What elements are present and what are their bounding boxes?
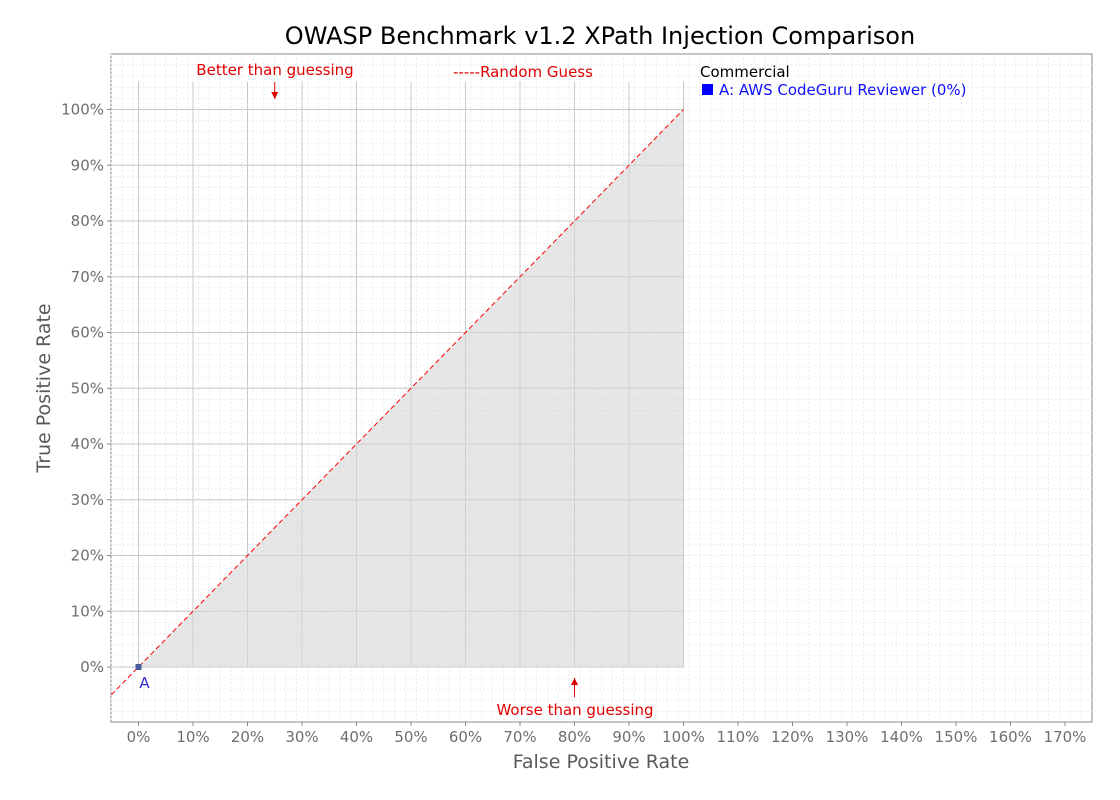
- legend-marker: [702, 84, 713, 95]
- x-tick-label: 40%: [340, 728, 373, 746]
- y-axis-title: True Positive Rate: [33, 303, 55, 473]
- legend-entry-label: A: AWS CodeGuru Reviewer (0%): [719, 81, 967, 99]
- x-tick-label: 80%: [558, 728, 591, 746]
- x-tick-label: 30%: [285, 728, 318, 746]
- x-tick-label: 0%: [127, 728, 151, 746]
- legend-group-heading: Commercial: [700, 63, 790, 81]
- better-arrow-head: [271, 92, 279, 99]
- x-tick-label: 100%: [662, 728, 705, 746]
- y-axis-ticks: 0% 10% 20% 30% 40% 50% 60% 70% 80% 90% 100%: [61, 101, 111, 676]
- worse-than-guessing-label: Worse than guessing: [496, 701, 653, 719]
- y-tick-label: 0%: [80, 658, 104, 676]
- y-tick-label: 20%: [71, 547, 104, 565]
- data-point-label: A: [139, 674, 150, 692]
- x-tick-label: 50%: [394, 728, 427, 746]
- x-tick-label: 60%: [449, 728, 482, 746]
- better-than-guessing-label: Better than guessing: [196, 61, 353, 79]
- random-guess-diagonal: [110, 109, 684, 696]
- chart-title: OWASP Benchmark v1.2 XPath Injection Com…: [285, 22, 915, 50]
- legend-random-guess: -----Random Guess: [453, 63, 593, 81]
- legend-entries: A: AWS CodeGuru Reviewer (0%): [702, 81, 967, 99]
- x-tick-label: 150%: [935, 728, 978, 746]
- x-tick-label: 90%: [612, 728, 645, 746]
- y-tick-label: 90%: [71, 156, 104, 174]
- x-tick-label: 70%: [503, 728, 536, 746]
- x-axis-title: False Positive Rate: [513, 751, 690, 773]
- x-tick-label: 20%: [231, 728, 264, 746]
- y-tick-label: 70%: [71, 268, 104, 286]
- data-points: A: [135, 664, 150, 692]
- x-tick-label: 160%: [989, 728, 1032, 746]
- data-point: [135, 664, 142, 670]
- y-tick-label: 60%: [71, 324, 104, 342]
- y-tick-label: 80%: [71, 212, 104, 230]
- x-tick-label: 170%: [1044, 728, 1087, 746]
- y-tick-label: 30%: [71, 491, 104, 509]
- x-tick-label: 110%: [717, 728, 760, 746]
- x-tick-label: 140%: [880, 728, 923, 746]
- better-than-guessing-arrow: [271, 82, 279, 99]
- y-tick-label: 50%: [71, 379, 104, 397]
- y-tick-label: 100%: [61, 101, 104, 119]
- x-tick-label: 10%: [176, 728, 209, 746]
- worse-arrow-head: [571, 678, 578, 685]
- random-guess-line: [110, 109, 684, 696]
- x-tick-label: 130%: [826, 728, 869, 746]
- worse-than-guessing-arrow: [571, 678, 578, 697]
- y-tick-label: 40%: [71, 435, 104, 453]
- y-tick-label: 10%: [71, 602, 104, 620]
- x-tick-label: 120%: [771, 728, 814, 746]
- x-axis-ticks: 0% 10% 20% 30% 40% 50% 60% 70% 80% 90% 100% 110% 120…: [127, 722, 1087, 746]
